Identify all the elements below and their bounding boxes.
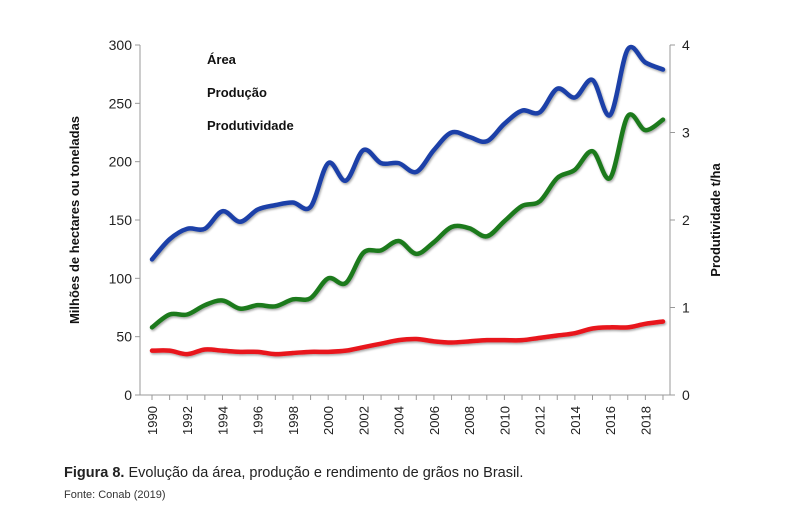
figure-label: Figura 8. (64, 465, 125, 481)
x-tick-label: 2016 (603, 406, 618, 435)
x-tick-label: 1992 (180, 406, 195, 435)
y-tick-label: 150 (109, 212, 133, 228)
x-tick-label: 2006 (427, 406, 442, 435)
y-tick-label: 100 (109, 270, 133, 286)
chart: 0 50 100 150 200 250 300 0 1 2 3 4 1990 1992 1994 1996 1… (67, 37, 723, 435)
x-tick-label: 2018 (638, 406, 653, 435)
y2-axis-label: Produtividade t/ha (708, 163, 723, 277)
x-tick-label: 2000 (321, 406, 336, 435)
y2-tick-label: 3 (682, 125, 690, 141)
legend-label: Área (207, 52, 237, 67)
x-tick-label: 2002 (356, 406, 371, 435)
figure-source: Fonte: Conab (2019) (64, 489, 166, 501)
x-tick-label: 1990 (145, 406, 160, 435)
y-tick-label: 50 (116, 329, 132, 345)
y-axis-label: Milhões de hectares ou toneladas (67, 116, 82, 324)
y2-tick-label: 2 (682, 212, 690, 228)
y2-tick-label: 1 (682, 300, 690, 316)
x-tick-label: 2012 (533, 406, 548, 435)
x-tick-label: 2014 (568, 406, 583, 435)
y-tick-label: 200 (109, 154, 133, 170)
legend: Área Produção Produtividade (169, 52, 294, 133)
figure-caption-text: Evolução da área, produção e rendimento … (124, 465, 524, 481)
y-tick-label: 0 (124, 387, 132, 403)
series-line-produção (149, 112, 666, 330)
series-line-produtividade (149, 45, 666, 262)
x-tick-label: 2004 (392, 406, 407, 435)
y-tick-label: 250 (109, 95, 133, 111)
y2-tick-label: 4 (682, 37, 690, 53)
x-tick-label: 1998 (286, 406, 301, 435)
x-tick-label: 1994 (215, 406, 230, 435)
legend-label: Produtividade (207, 118, 294, 133)
legend-label: Produção (207, 85, 267, 100)
y2-tick-label: 0 (682, 387, 690, 403)
x-tick-label: 1996 (251, 406, 266, 435)
series-line-área (149, 319, 666, 357)
x-tick-label: 2010 (497, 406, 512, 435)
figure-caption: Figura 8. Evolução da área, produção e r… (64, 465, 523, 481)
x-tick-label: 2008 (462, 406, 477, 435)
y-tick-label: 300 (109, 37, 133, 53)
